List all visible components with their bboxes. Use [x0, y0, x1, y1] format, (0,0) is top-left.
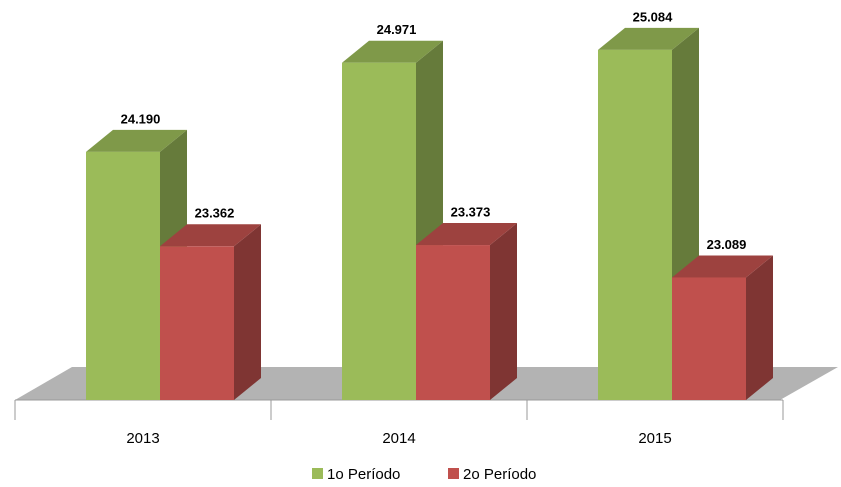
- bar-top: [342, 40, 443, 63]
- bar: [598, 49, 672, 400]
- bar-side: [490, 223, 517, 400]
- bar-top: [672, 255, 773, 278]
- legend-swatch: [448, 468, 459, 479]
- bar-top: [598, 27, 699, 50]
- bar: [86, 151, 160, 400]
- bar-top: [160, 224, 261, 247]
- x-tick-label: 2014: [382, 430, 415, 447]
- legend-label: 2o Período: [463, 466, 536, 483]
- bar: [342, 62, 416, 400]
- x-tick-label: 2013: [126, 430, 159, 447]
- data-label: 25.084: [633, 9, 674, 24]
- legend-swatch: [312, 468, 323, 479]
- data-label: 24.190: [121, 111, 161, 126]
- bar-top: [416, 223, 517, 246]
- bar: [416, 245, 490, 400]
- data-label: 23.362: [195, 206, 235, 221]
- bar: [160, 246, 234, 400]
- data-label: 23.373: [451, 204, 491, 219]
- x-tick-label: 2015: [638, 430, 671, 447]
- data-label: 23.089: [707, 237, 747, 252]
- bar-top: [86, 129, 187, 152]
- bar-side: [746, 255, 773, 400]
- bar-side: [234, 224, 261, 400]
- bar: [672, 277, 746, 400]
- data-label: 24.971: [377, 22, 417, 37]
- legend-label: 1o Período: [327, 466, 400, 483]
